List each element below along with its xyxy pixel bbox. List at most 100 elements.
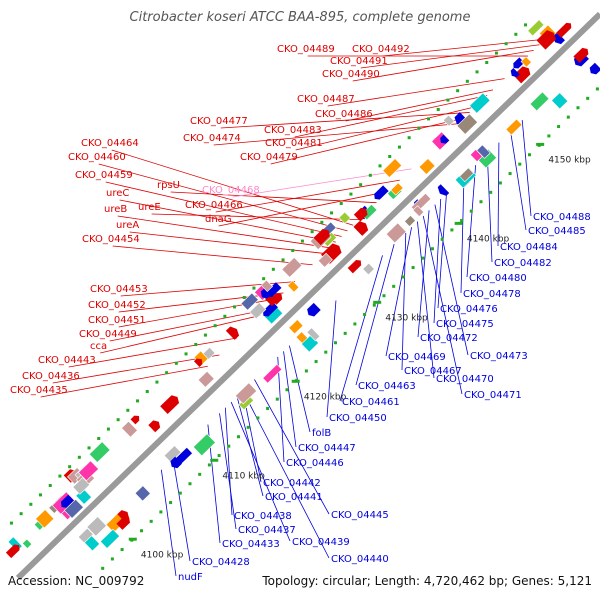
tick-dot bbox=[427, 117, 431, 121]
tick-dot bbox=[174, 361, 178, 365]
gene-label-forward[interactable]: CKO_04481 bbox=[265, 138, 323, 149]
gene-feature bbox=[573, 47, 589, 63]
label-leader bbox=[254, 379, 330, 515]
gene-label-forward[interactable]: CKO_04474 bbox=[183, 133, 241, 144]
gene-label-forward[interactable]: ureA bbox=[116, 220, 139, 231]
gene-label-forward[interactable]: CKO_04460 bbox=[68, 152, 126, 163]
tick-dot bbox=[595, 87, 599, 91]
gene-label-reverse[interactable]: CKO_04440 bbox=[331, 554, 389, 565]
gene-label-forward[interactable]: CKO_04449 bbox=[79, 329, 137, 340]
gene-feature bbox=[529, 91, 550, 112]
gene-label-reverse[interactable]: CKO_04475 bbox=[436, 319, 494, 330]
gene-label-forward[interactable]: CKO_04452 bbox=[88, 300, 146, 311]
gene-label-reverse[interactable]: CKO_04485 bbox=[528, 226, 586, 237]
gene-label-reverse[interactable]: CKO_04484 bbox=[500, 242, 558, 253]
tick-dot bbox=[524, 23, 528, 27]
gene-label-forward[interactable]: CKO_04453 bbox=[90, 284, 148, 295]
gene-label-reverse[interactable]: CKO_04488 bbox=[533, 212, 591, 223]
gene-feature bbox=[306, 327, 321, 342]
gene-label-reverse[interactable]: CKO_04478 bbox=[463, 289, 521, 300]
gene-label-reverse[interactable]: CKO_04461 bbox=[342, 397, 400, 408]
gene-label-forward[interactable]: ureE bbox=[138, 202, 161, 213]
tick-dot bbox=[275, 397, 279, 401]
gene-label-forward[interactable]: CKO_04489 bbox=[277, 44, 335, 55]
gene-feature bbox=[88, 441, 111, 463]
gene-label-forward[interactable]: CKO_04435 bbox=[10, 385, 68, 396]
label-leader bbox=[326, 300, 337, 418]
gene-feature bbox=[130, 415, 140, 425]
gene-label-forward[interactable]: CKO_04490 bbox=[322, 69, 380, 80]
gene-label-reverse[interactable]: CKO_04476 bbox=[440, 304, 498, 315]
gene-label-reverse[interactable]: CKO_04441 bbox=[265, 492, 323, 503]
tick-dot bbox=[349, 192, 353, 196]
gene-feature bbox=[160, 395, 180, 415]
gene-label-forward[interactable]: CKO_04459 bbox=[75, 170, 133, 181]
gene-label-reverse[interactable]: CKO_04438 bbox=[234, 511, 292, 522]
gene-label-forward[interactable]: CKO_04491 bbox=[330, 56, 388, 67]
label-leader bbox=[224, 407, 233, 516]
label-leader bbox=[339, 255, 383, 402]
gene-label-reverse[interactable]: CKO_04467 bbox=[404, 366, 462, 377]
label-leader bbox=[417, 210, 430, 338]
gene-label-reverse[interactable]: CKO_04433 bbox=[222, 539, 280, 550]
gene-label-forward[interactable]: CKO_04436 bbox=[22, 371, 80, 382]
tick-dot bbox=[417, 126, 421, 130]
gene-label-reverse[interactable]: CKO_04471 bbox=[464, 390, 522, 401]
tick-dot bbox=[149, 519, 153, 523]
label-leader bbox=[401, 232, 407, 371]
tick-dot bbox=[446, 98, 450, 102]
gene-label-forward[interactable]: CKO_04443 bbox=[38, 355, 96, 366]
gene-feature bbox=[536, 30, 556, 50]
gene-label-forward[interactable]: cca bbox=[90, 341, 107, 352]
tick-dot bbox=[246, 425, 250, 429]
gene-label-reverse[interactable]: CKO_04442 bbox=[263, 478, 321, 489]
tick-dot bbox=[136, 399, 140, 403]
gene-label-forward[interactable]: rpsU bbox=[157, 180, 180, 191]
gene-label-forward[interactable]: CKO_04487 bbox=[297, 94, 355, 105]
tick-dot bbox=[252, 286, 256, 290]
label-leader bbox=[294, 95, 488, 138]
gene-label-reverse[interactable]: CKO_04470 bbox=[436, 374, 494, 385]
gene-label-reverse[interactable]: CKO_04450 bbox=[329, 413, 387, 424]
gene-label-forward[interactable]: CKO_04466 bbox=[185, 200, 243, 211]
gene-label-reverse[interactable]: nudF bbox=[178, 572, 203, 583]
gene-label-reverse[interactable]: CKO_04482 bbox=[494, 258, 552, 269]
gene-label-forward[interactable]: CKO_04468 bbox=[202, 185, 260, 196]
gene-label-reverse[interactable]: CKO_04445 bbox=[331, 510, 389, 521]
gene-label-forward[interactable]: CKO_04483 bbox=[264, 125, 322, 136]
gene-label-forward[interactable]: CKO_04479 bbox=[240, 152, 298, 163]
kbp-tick bbox=[210, 458, 219, 462]
gene-label-reverse[interactable]: CKO_04447 bbox=[298, 443, 356, 454]
tick-dot bbox=[378, 164, 382, 168]
tick-dot bbox=[430, 247, 434, 251]
label-leader bbox=[105, 181, 342, 237]
gene-label-forward[interactable]: CKO_04486 bbox=[315, 109, 373, 120]
gene-label-forward[interactable]: CKO_04454 bbox=[82, 234, 140, 245]
gene-label-forward[interactable]: dnaG bbox=[205, 214, 232, 225]
gene-label-forward[interactable]: ureB bbox=[104, 204, 127, 215]
gene-feature bbox=[347, 259, 362, 274]
tick-dot bbox=[165, 371, 169, 375]
gene-label-reverse[interactable]: folB bbox=[312, 428, 331, 439]
gene-label-forward[interactable]: CKO_04464 bbox=[81, 138, 139, 149]
gene-label-reverse[interactable]: CKO_04480 bbox=[469, 273, 527, 284]
gene-label-forward[interactable]: ureC bbox=[106, 188, 129, 199]
label-leader bbox=[118, 292, 284, 313]
gene-label-forward[interactable]: CKO_04477 bbox=[190, 116, 248, 127]
gene-label-reverse[interactable]: CKO_04469 bbox=[388, 352, 446, 363]
tick-dot bbox=[304, 369, 308, 373]
gene-feature bbox=[505, 118, 523, 136]
label-leader bbox=[466, 165, 477, 278]
kbp-tick bbox=[291, 379, 300, 383]
label-leader bbox=[345, 89, 494, 122]
gene-label-reverse[interactable]: CKO_04437 bbox=[238, 525, 296, 536]
gene-label-reverse[interactable]: CKO_04428 bbox=[192, 557, 250, 568]
gene-label-forward[interactable]: CKO_04451 bbox=[88, 315, 146, 326]
gene-label-reverse[interactable]: CKO_04439 bbox=[292, 537, 350, 548]
gene-label-reverse[interactable]: CKO_04473 bbox=[470, 351, 528, 362]
leader-lines bbox=[40, 38, 546, 577]
gene-label-reverse[interactable]: CKO_04463 bbox=[358, 381, 416, 392]
gene-label-reverse[interactable]: CKO_04446 bbox=[286, 458, 344, 469]
gene-label-forward[interactable]: CKO_04492 bbox=[352, 44, 410, 55]
gene-label-reverse[interactable]: CKO_04472 bbox=[420, 333, 478, 344]
